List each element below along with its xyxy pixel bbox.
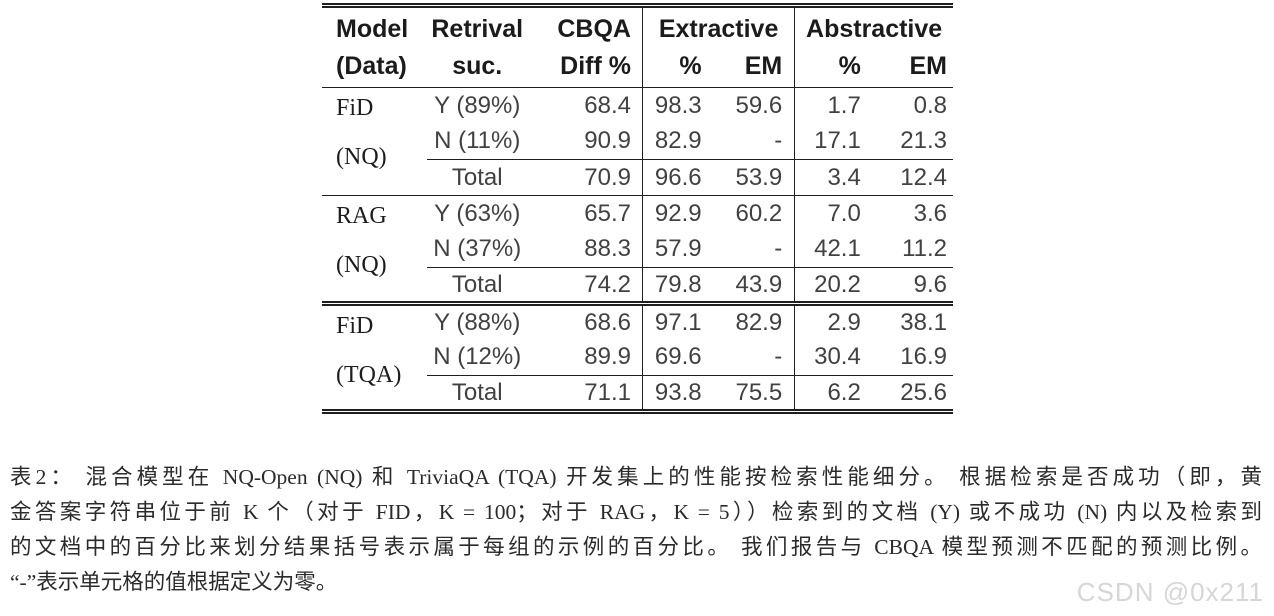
caption-line: “-”表示单元格的值根据定义为零。 bbox=[10, 570, 338, 594]
header-abstractive: Abstractive bbox=[806, 15, 943, 44]
cell-ext-pct: 57.9 bbox=[654, 235, 702, 263]
group-rag-nq: RAG (NQ) Y (63%) 65.7 92.9 60.2 7.0 3.6 … bbox=[322, 195, 953, 304]
cell-ext-pct: 97.1 bbox=[642, 301, 719, 340]
cell-ext-pct: 93.8 bbox=[642, 375, 719, 412]
header-cbqa: CBQA bbox=[527, 5, 643, 46]
cell-cbqa-diff: 70.9 bbox=[527, 159, 643, 196]
table-row: N (12%) 89.9 69.6 - 30.4 16.9 bbox=[322, 339, 953, 376]
cell-ext-pct: 69.6 bbox=[654, 343, 702, 371]
table-row-total: Total 74.2 79.8 43.9 20.2 9.6 bbox=[322, 267, 953, 304]
cell-retrieval: Y (89%) bbox=[434, 91, 521, 119]
cell-retrieval: N (11%) bbox=[434, 127, 521, 155]
header-extractive-pct: % bbox=[642, 45, 719, 88]
cell-cbqa-diff: 68.6 bbox=[527, 301, 643, 340]
cell-abs-em: 38.1 bbox=[873, 301, 953, 340]
cell-ext-pct: 96.6 bbox=[642, 159, 719, 196]
model-dataset: (NQ) bbox=[336, 252, 387, 278]
table-row: FiD (NQ) Y (89%) 68.4 98.3 59.6 1.7 0.8 bbox=[322, 87, 953, 170]
cell-abs-pct: 42.1 bbox=[814, 235, 861, 263]
caption-line: 的文档中的百分比来划分结果括号表示属于每组的示例的百分比。 我们报告与 CBQA… bbox=[10, 535, 1262, 559]
caption-line: 表2： 混合模型在 NQ-Open (NQ) 和 TriviaQA (TQA) … bbox=[10, 465, 1262, 489]
cell-cbqa-diff: 90.9 bbox=[527, 123, 643, 160]
header-abstractive-pct: % bbox=[794, 45, 874, 88]
csdn-watermark: CSDN @0x211 bbox=[1076, 577, 1264, 607]
group-fid-nq: FiD (NQ) Y (89%) 68.4 98.3 59.6 1.7 0.8 … bbox=[322, 87, 953, 196]
table-caption: 表2： 混合模型在 NQ-Open (NQ) 和 TriviaQA (TQA) … bbox=[10, 460, 1262, 600]
cell-ext-em: 43.9 bbox=[718, 267, 796, 304]
header-model: Model bbox=[336, 15, 409, 44]
cell-ext-em: - bbox=[718, 231, 796, 268]
cell-retrieval: N (12%) bbox=[433, 343, 522, 371]
table-header: Model Retrival CBQA Extractive Abstracti… bbox=[322, 5, 953, 88]
cell-cbqa-diff: 68.4 bbox=[527, 87, 643, 124]
header-retrieval-suc: suc. bbox=[427, 45, 528, 88]
model-name: RAG bbox=[336, 203, 387, 229]
cell-cbqa-diff: 88.3 bbox=[527, 231, 643, 268]
cell-abs-em: 12.4 bbox=[873, 159, 953, 196]
cell-abs-em: 3.6 bbox=[873, 195, 953, 232]
model-name: FiD bbox=[336, 313, 374, 339]
cell-cbqa-diff: 89.9 bbox=[527, 339, 643, 376]
cell-ext-pct: 79.8 bbox=[642, 267, 719, 304]
cell-abs-em: 9.6 bbox=[873, 267, 953, 304]
model-dataset: (TQA) bbox=[336, 362, 402, 388]
cell-ext-pct: 98.3 bbox=[654, 91, 702, 119]
table-row: N (11%) 90.9 82.9 - 17.1 21.3 bbox=[322, 123, 953, 160]
header-row-1: Model Retrival CBQA Extractive Abstracti… bbox=[322, 5, 953, 46]
cell-abs-pct: 17.1 bbox=[814, 127, 861, 155]
cell-abs-pct: 7.0 bbox=[794, 195, 874, 232]
header-extractive: Extractive bbox=[642, 5, 796, 46]
cell-abs-em: 21.3 bbox=[900, 127, 947, 155]
cell-retrieval: Y (63%) bbox=[427, 195, 528, 232]
cell-abs-pct: 6.2 bbox=[794, 375, 874, 412]
table-row-total: Total 70.9 96.6 53.9 3.4 12.4 bbox=[322, 159, 953, 196]
header-extractive-em: EM bbox=[718, 45, 796, 88]
cell-abs-pct: 20.2 bbox=[794, 267, 874, 304]
cell-abs-pct: 30.4 bbox=[814, 343, 861, 371]
cell-abs-pct: 1.7 bbox=[827, 91, 861, 119]
cell-abs-pct: 3.4 bbox=[794, 159, 874, 196]
header-row-2: (Data) suc. Diff % % EM % EM bbox=[322, 45, 953, 88]
header-model-data: (Data) bbox=[322, 45, 428, 88]
table-row: N (37%) 88.3 57.9 - 42.1 11.2 bbox=[322, 231, 953, 268]
table-row: FiD (TQA) Y (88%) 68.6 97.1 82.9 2.9 38.… bbox=[322, 301, 953, 412]
cell-ext-em: 75.5 bbox=[718, 375, 796, 412]
cell-retrieval: Total bbox=[427, 267, 528, 304]
group-fid-tqa: FiD (TQA) Y (88%) 68.6 97.1 82.9 2.9 38.… bbox=[322, 301, 953, 412]
cell-abs-em: 25.6 bbox=[873, 375, 953, 412]
results-table: Model Retrival CBQA Extractive Abstracti… bbox=[322, 3, 953, 414]
model-cell: FiD (NQ) bbox=[322, 88, 427, 196]
cell-abs-em: 11.2 bbox=[902, 235, 947, 263]
table-row: RAG (NQ) Y (63%) 65.7 92.9 60.2 7.0 3.6 bbox=[322, 195, 953, 304]
cell-cbqa-diff: 71.1 bbox=[527, 375, 643, 412]
cell-retrieval: N (37%) bbox=[433, 235, 522, 263]
cell-abs-pct: 2.9 bbox=[794, 301, 874, 340]
cell-ext-em: - bbox=[718, 339, 796, 376]
cell-ext-pct: 82.9 bbox=[654, 127, 702, 155]
header-retrieval: Retrival bbox=[431, 15, 524, 44]
model-dataset: (NQ) bbox=[336, 144, 387, 170]
cell-ext-pct: 92.9 bbox=[642, 195, 719, 232]
cell-retrieval: Y (88%) bbox=[427, 301, 528, 340]
cell-ext-em: 60.2 bbox=[718, 195, 796, 232]
cell-abs-em: 0.8 bbox=[913, 91, 947, 119]
cell-ext-em: - bbox=[718, 123, 796, 160]
cell-ext-em: 59.6 bbox=[718, 87, 796, 124]
table-2: Model Retrival CBQA Extractive Abstracti… bbox=[322, 3, 953, 414]
cell-cbqa-diff: 74.2 bbox=[527, 267, 643, 304]
cell-cbqa-diff: 65.7 bbox=[527, 195, 643, 232]
header-cbqa-diff: Diff % bbox=[527, 45, 643, 88]
cell-ext-em: 53.9 bbox=[718, 159, 796, 196]
model-cell: FiD (TQA) bbox=[322, 301, 428, 412]
cell-retrieval: Total bbox=[427, 159, 528, 196]
table-row-total: Total 71.1 93.8 75.5 6.2 25.6 bbox=[322, 375, 953, 412]
caption-line: 金答案字符串位于前 K 个（对于 FID，K = 100；对于 RAG，K = … bbox=[10, 500, 1262, 524]
header-abstractive-em: EM bbox=[873, 45, 953, 88]
model-cell: RAG (NQ) bbox=[322, 195, 428, 304]
cell-retrieval: Total bbox=[427, 375, 528, 412]
cell-abs-em: 16.9 bbox=[900, 343, 947, 371]
model-name: FiD bbox=[336, 95, 374, 121]
cell-ext-em: 82.9 bbox=[718, 301, 796, 340]
